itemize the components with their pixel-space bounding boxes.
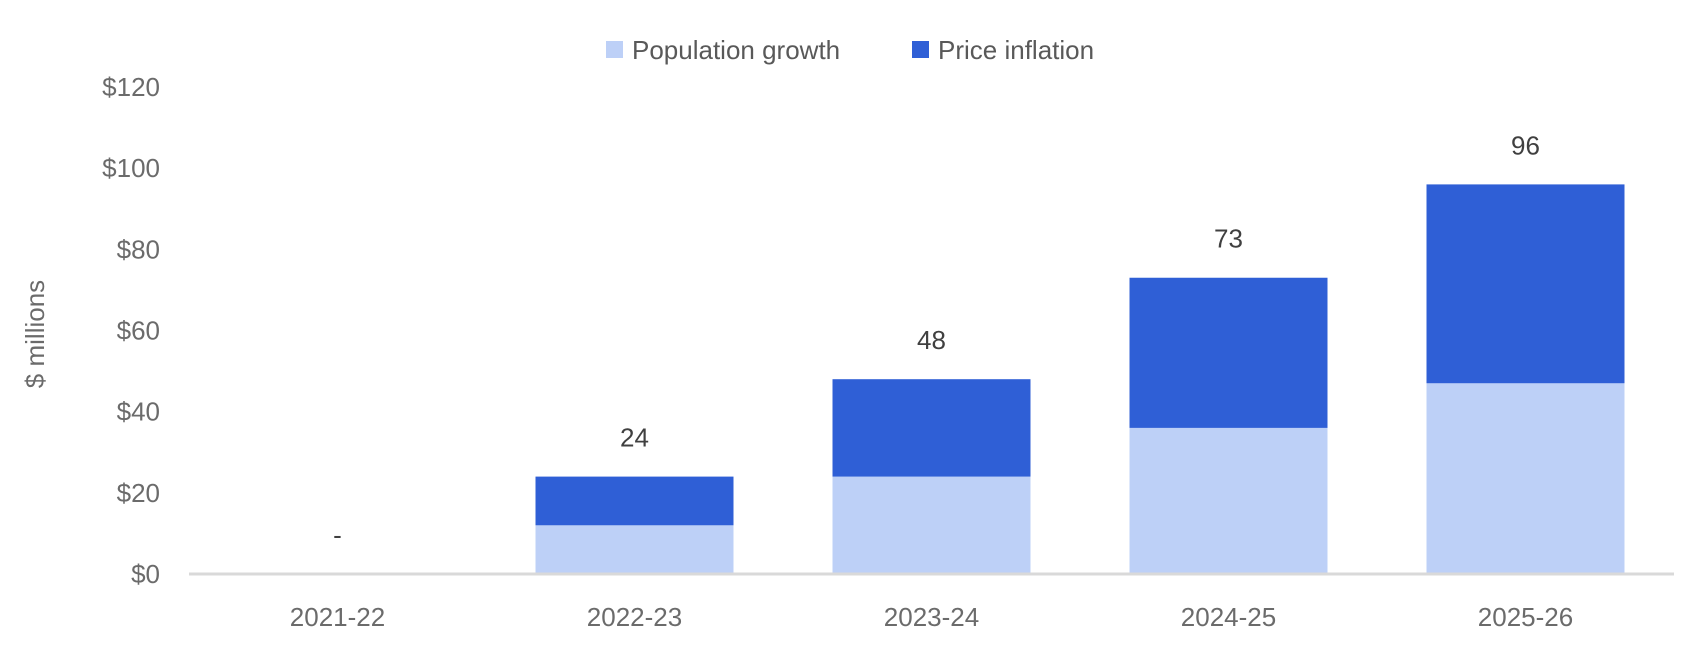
bar-segment-price-inflation (1426, 184, 1625, 384)
legend-swatch (606, 41, 623, 58)
x-tick-label: 2023-24 (884, 602, 979, 632)
total-label: 73 (1214, 224, 1243, 254)
bar-segment-price-inflation (1129, 277, 1328, 428)
bars (535, 184, 1625, 574)
bar-segment-population-growth (1426, 383, 1625, 574)
bar-segment-population-growth (832, 476, 1031, 574)
legend-label: Price inflation (938, 35, 1094, 65)
y-tick-label: $120 (102, 72, 160, 102)
x-tick-label: 2024-25 (1181, 602, 1276, 632)
x-tick-label: 2021-22 (290, 602, 385, 632)
x-axis-ticks: 2021-22 2022-23 2023-24 2024-25 2025-26 (290, 602, 1573, 632)
y-axis-title: $ millions (20, 280, 50, 388)
legend: Population growth Price inflation (606, 35, 1094, 65)
total-label: 24 (620, 423, 649, 453)
bar-segment-price-inflation (832, 379, 1031, 477)
y-tick-label: $20 (117, 478, 160, 508)
total-label: 96 (1511, 130, 1540, 160)
total-label: 48 (917, 325, 946, 355)
x-tick-label: 2025-26 (1478, 602, 1573, 632)
total-labels: - 24 48 73 96 (333, 130, 1540, 550)
y-tick-label: $80 (117, 234, 160, 264)
bar-segment-population-growth (535, 525, 734, 574)
bar-segment-population-growth (1129, 427, 1328, 574)
y-tick-label: $40 (117, 397, 160, 427)
y-tick-label: $100 (102, 153, 160, 183)
y-axis-ticks: $0 $20 $40 $60 $80 $100 $120 (102, 72, 160, 589)
bar-segment-price-inflation (535, 476, 734, 526)
y-tick-label: $60 (117, 316, 160, 346)
total-label: - (333, 520, 342, 550)
x-tick-label: 2022-23 (587, 602, 682, 632)
y-tick-label: $0 (131, 559, 160, 589)
legend-label: Population growth (632, 35, 840, 65)
legend-swatch (912, 41, 929, 58)
